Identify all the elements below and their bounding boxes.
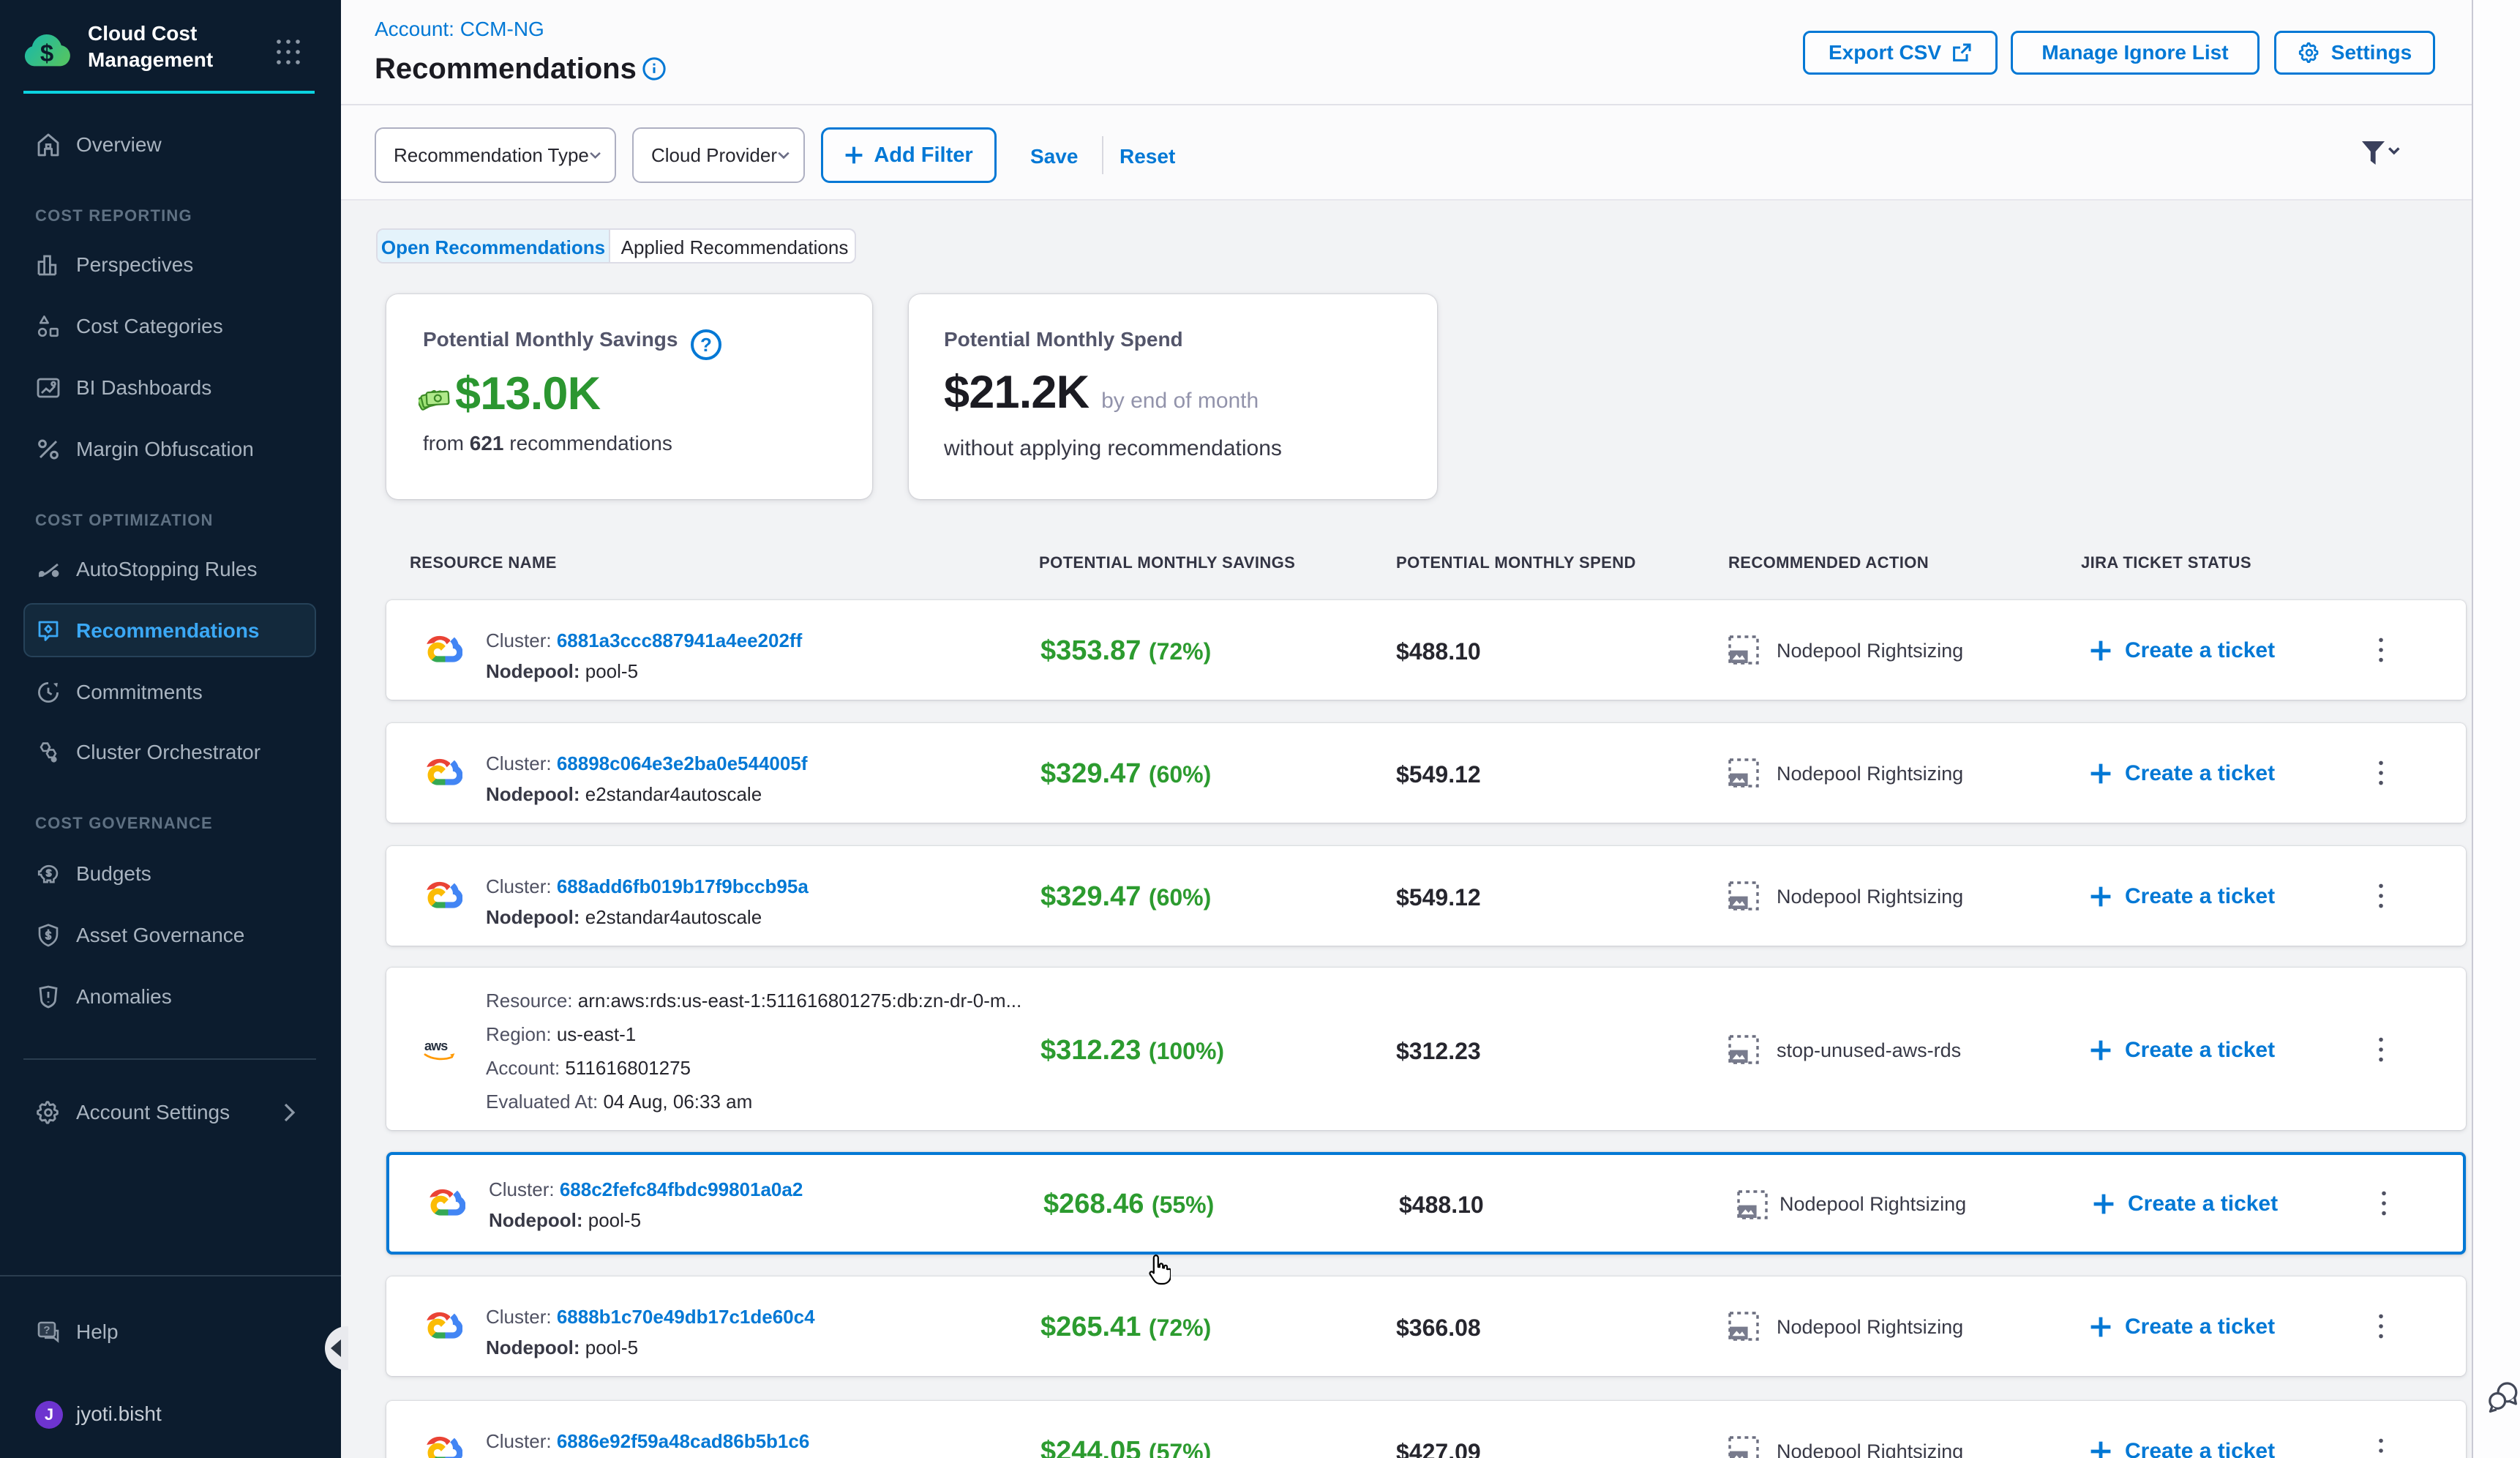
svg-text:$: $ xyxy=(40,40,53,67)
svg-text:?: ? xyxy=(43,1324,50,1336)
svg-text:aws: aws xyxy=(424,1039,448,1053)
